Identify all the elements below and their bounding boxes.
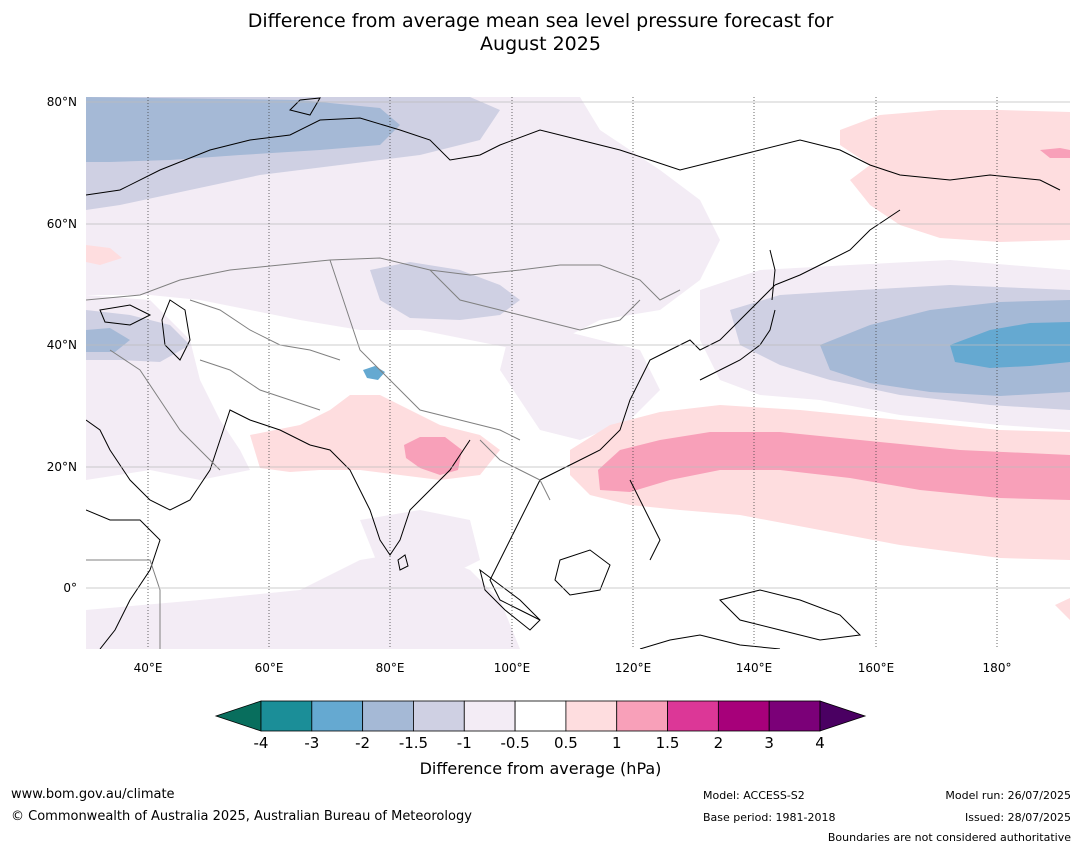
website-link[interactable]: www.bom.gov.au/climate: [11, 787, 175, 802]
anomaly-region-weak-negative-china: [500, 330, 660, 440]
lon-label-160e: 160°E: [858, 661, 895, 675]
lon-label-180: 180°: [983, 661, 1012, 675]
model-run-text: Model run: 26/07/2025: [945, 789, 1071, 802]
colorbar-extend-high: [819, 700, 867, 732]
colorbar-tick-label: -4: [254, 734, 269, 752]
colorbar-tick-label: 0.5: [554, 734, 578, 752]
lon-label-100e: 100°E: [494, 661, 531, 675]
colorbar-segment: [514, 700, 567, 732]
lon-label-140e: 140°E: [736, 661, 773, 675]
colorbar-segment: [413, 700, 465, 732]
coastline-sakhalin: [769, 249, 776, 301]
colorbar-segment: [260, 700, 313, 732]
colorbar-segment: [667, 700, 719, 732]
border-middle-east: [109, 349, 221, 471]
title-line-2: August 2025: [480, 33, 601, 55]
colorbar-segment: [362, 700, 414, 732]
colorbar-tick-label: -3: [304, 734, 319, 752]
coastline-borneo: [554, 549, 611, 596]
anomaly-region-weak-positive-south-pacific: [1055, 598, 1070, 620]
colorbar-segment: [463, 700, 516, 732]
disclaimer-text: Boundaries are not considered authoritat…: [827, 831, 1071, 844]
colorbar-tick-label: 2: [714, 734, 724, 752]
coastline-novaya-zemlya: [289, 97, 321, 116]
anomaly-region-moderate-negative-north: [86, 97, 400, 162]
lat-label-80n: 80°N: [47, 95, 77, 109]
anomaly-region-positive-west-pacific: [598, 432, 1070, 500]
lat-label-40n: 40°N: [47, 338, 77, 352]
coastline-philippines: [629, 479, 661, 561]
latitude-lines: [86, 101, 1070, 589]
coastline-arabia: [86, 409, 311, 511]
lon-label-60e: 60°E: [255, 661, 284, 675]
coastline-sumatra: [479, 568, 541, 631]
colorbar-segment: [717, 700, 770, 732]
anomaly-region-moderate-negative-west: [86, 328, 130, 352]
colorbar-segment: [565, 700, 618, 732]
anomaly-region-moderate-negative-pacific: [820, 300, 1070, 396]
lat-label-0: 0°: [63, 581, 77, 595]
coastline-kamchatka: [774, 209, 901, 286]
colorbar-label: Difference from average (hPa): [419, 759, 662, 778]
colorbar-segment: [768, 700, 821, 732]
base-period-text: Base period: 1981-2018: [703, 811, 836, 824]
lat-label-20n: 20°N: [47, 460, 77, 474]
border-mongolia: [429, 269, 641, 331]
colorbar-tick-label: 3: [764, 734, 774, 752]
coastline-australia-north: [639, 634, 781, 649]
lon-label-80e: 80°E: [376, 661, 405, 675]
coastline-africa-east: [86, 509, 161, 649]
border-africa: [86, 559, 161, 649]
latitude-labels: 80°N 60°N 40°N 20°N 0°: [47, 95, 77, 595]
border-iran-afghanistan: [199, 359, 321, 411]
model-text: Model: ACCESS-S2: [703, 789, 805, 802]
longitude-labels: 40°E 60°E 80°E 100°E 120°E 140°E 160°E 1…: [134, 661, 1012, 675]
lat-label-60n: 60°N: [47, 217, 77, 231]
colorbar-segment: [311, 700, 364, 732]
copyright-text: © Commonwealth of Australia 2025, Austra…: [11, 809, 472, 824]
colorbar-tick-labels: -4 -3 -2 -1.5 -1 -0.5 0.5 1 1.5 2 3 4: [254, 734, 825, 752]
anomaly-region-positive-bering: [1040, 148, 1070, 158]
coastline-black-sea: [99, 304, 152, 326]
anomaly-region-weak-positive-bering: [840, 110, 1070, 242]
colorbar-tick-label: 1: [612, 734, 622, 752]
coastline-indochina: [489, 479, 541, 621]
coastline-eurasia-north: [86, 117, 1061, 196]
lon-label-120e: 120°E: [615, 661, 652, 675]
coastline-east-asia: [539, 284, 776, 481]
lon-label-40e: 40°E: [134, 661, 163, 675]
title-line-1: Difference from average mean sea level p…: [247, 10, 834, 32]
colorbar-tick-label: -0.5: [500, 734, 529, 752]
coastline-sri-lanka: [397, 554, 409, 571]
coastline-new-guinea: [719, 589, 862, 641]
colorbar-tick-label: -1: [457, 734, 472, 752]
anomaly-region-positive-bay-of-bengal: [404, 437, 462, 475]
colorbar: -4 -3 -2 -1.5 -1 -0.5 0.5 1 1.5 2 3 4: [214, 700, 867, 752]
longitude-lines: [147, 97, 998, 649]
colorbar-tick-label: -2: [355, 734, 370, 752]
issued-text: Issued: 28/07/2025: [964, 811, 1071, 824]
coastline-caspian: [161, 299, 191, 361]
colorbar-tick-label: 4: [815, 734, 825, 752]
border-central-asia: [189, 299, 341, 361]
colorbar-extend-low: [214, 700, 262, 732]
graticule: [86, 97, 1070, 649]
colorbar-tick-label: 1.5: [656, 734, 680, 752]
colorbar-segment: [616, 700, 668, 732]
border-indochina: [479, 439, 551, 501]
colorbar-segments: [260, 700, 821, 732]
coastline-japan: [699, 309, 776, 381]
anomaly-region-weak-positive-middle-east: [86, 245, 122, 265]
colorbar-tick-label: -1.5: [399, 734, 428, 752]
